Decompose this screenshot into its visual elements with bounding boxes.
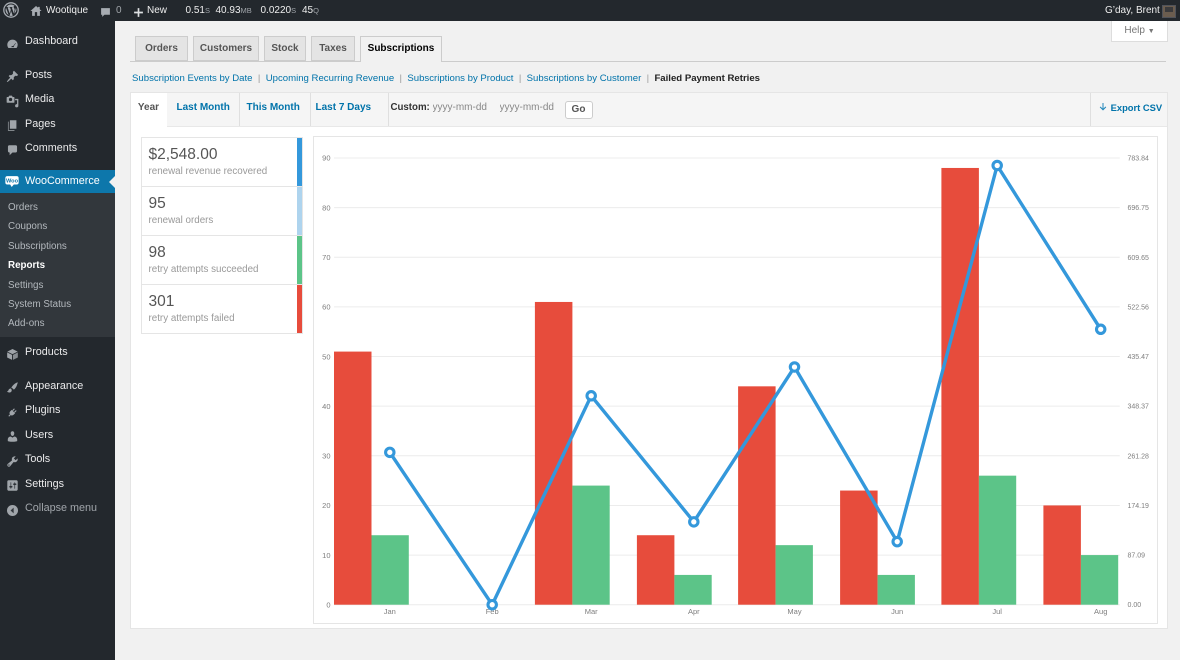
- svg-text:40: 40: [322, 401, 330, 410]
- svg-text:0.00: 0.00: [1127, 602, 1141, 609]
- svg-text:Woo: Woo: [5, 178, 18, 184]
- svg-text:May: May: [787, 607, 801, 616]
- svg-text:Jul: Jul: [992, 607, 1002, 616]
- svg-text:522.56: 522.56: [1127, 304, 1149, 311]
- svg-text:696.75: 696.75: [1127, 205, 1149, 212]
- svg-text:70: 70: [322, 252, 330, 261]
- svg-text:60: 60: [322, 302, 330, 311]
- svg-text:348.37: 348.37: [1127, 403, 1149, 410]
- svg-text:435.47: 435.47: [1127, 354, 1149, 361]
- svg-text:50: 50: [322, 352, 330, 361]
- svg-text:Feb: Feb: [485, 607, 498, 616]
- svg-text:87.09: 87.09: [1127, 552, 1145, 559]
- svg-text:90: 90: [322, 153, 330, 162]
- svg-text:80: 80: [322, 203, 330, 212]
- svg-text:Mar: Mar: [584, 607, 597, 616]
- svg-text:783.84: 783.84: [1127, 155, 1149, 162]
- svg-text:Jan: Jan: [383, 607, 395, 616]
- svg-text:0: 0: [326, 600, 330, 609]
- svg-text:174.19: 174.19: [1127, 502, 1149, 509]
- svg-text:Apr: Apr: [687, 607, 699, 616]
- svg-text:20: 20: [322, 501, 330, 510]
- svg-text:261.28: 261.28: [1127, 453, 1149, 460]
- svg-text:Jun: Jun: [891, 607, 903, 616]
- svg-text:Aug: Aug: [1094, 607, 1107, 616]
- svg-text:609.65: 609.65: [1127, 254, 1149, 261]
- svg-text:30: 30: [322, 451, 330, 460]
- svg-text:10: 10: [322, 550, 330, 559]
